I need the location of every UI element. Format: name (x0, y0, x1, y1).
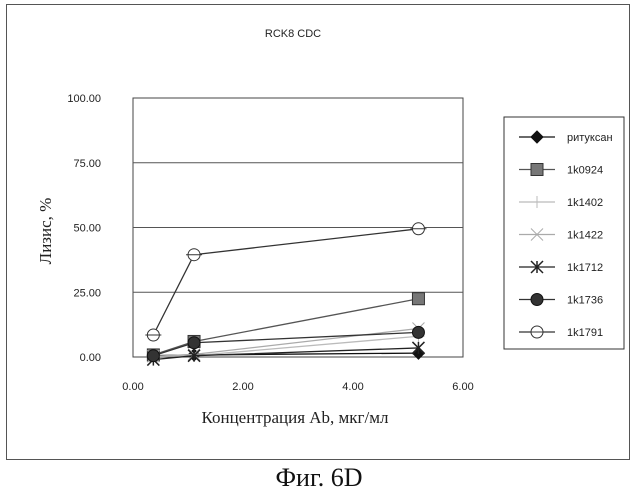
legend-label: 1k1712 (567, 262, 603, 274)
legend-label: 1k1402 (567, 197, 603, 209)
y-tick-label: 75.00 (73, 158, 101, 170)
figure-caption: Фиг. 6D (0, 463, 638, 493)
legend-label: 1k1422 (567, 230, 603, 242)
chart: RCK8 CDC 0.00 25.00 50.00 75.00 100.00 0.00 2.… (7, 5, 631, 461)
y-tick-label: 100.00 (67, 93, 101, 105)
legend-marker-1k0924 (531, 164, 543, 176)
x-tick-label: 0.00 (122, 381, 143, 393)
x-tick-label: 6.00 (452, 381, 473, 393)
figure-frame: RCK8 CDC 0.00 25.00 50.00 75.00 100.00 0.00 2.… (6, 4, 630, 460)
legend-label: 1k0924 (567, 165, 603, 177)
y-tick-label: 25.00 (73, 287, 101, 299)
legend-box (504, 117, 624, 349)
x-tick-label: 4.00 (342, 381, 363, 393)
legend-marker-1k1736 (531, 294, 543, 306)
y-tick-label: 0.00 (80, 352, 101, 364)
data-point-1k1736 (147, 350, 159, 362)
legend-label: 1k1791 (567, 327, 603, 339)
y-tick-label: 50.00 (73, 223, 101, 235)
legend-label: ритуксан (567, 132, 613, 144)
x-axis-label: Концентрация Ab, мкг/мл (201, 408, 389, 427)
data-point-1k1736 (412, 326, 424, 338)
data-point-1k0924 (412, 293, 424, 305)
chart-title: RCK8 CDC (265, 28, 321, 40)
data-point-1k1736 (188, 337, 200, 349)
legend-label: 1k1736 (567, 295, 603, 307)
y-axis-label: Лизис, % (36, 198, 55, 265)
x-tick-label: 2.00 (232, 381, 253, 393)
